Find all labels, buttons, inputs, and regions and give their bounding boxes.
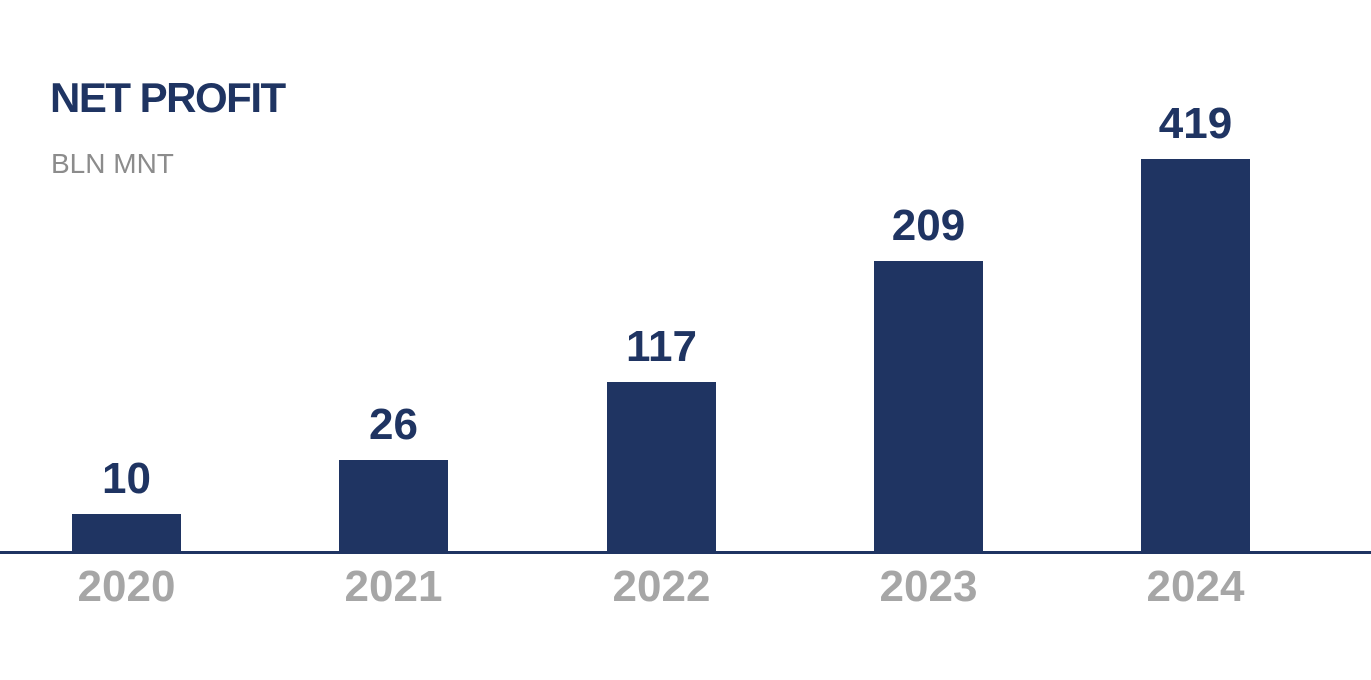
value-label-2024: 419 <box>1158 99 1233 148</box>
bar-2023 <box>874 261 983 552</box>
bar-2022 <box>607 382 716 552</box>
category-label-2023: 2023 <box>879 562 978 611</box>
chart-unit-subtitle: BLN MNT <box>51 148 174 179</box>
value-label-2023: 209 <box>891 201 966 250</box>
value-label-2020: 10 <box>102 454 151 503</box>
value-label-2022: 117 <box>626 322 697 371</box>
bar-2020 <box>72 514 181 552</box>
category-label-2021: 2021 <box>344 562 443 611</box>
bar-2021 <box>339 460 448 552</box>
x-axis-line <box>0 551 1371 554</box>
category-label-2024: 2024 <box>1146 562 1245 611</box>
category-label-2022: 2022 <box>612 562 711 611</box>
chart-title: NET PROFIT <box>50 74 286 121</box>
category-label-2020: 2020 <box>77 562 176 611</box>
bar-2024 <box>1141 159 1250 552</box>
value-label-2021: 26 <box>369 400 418 449</box>
